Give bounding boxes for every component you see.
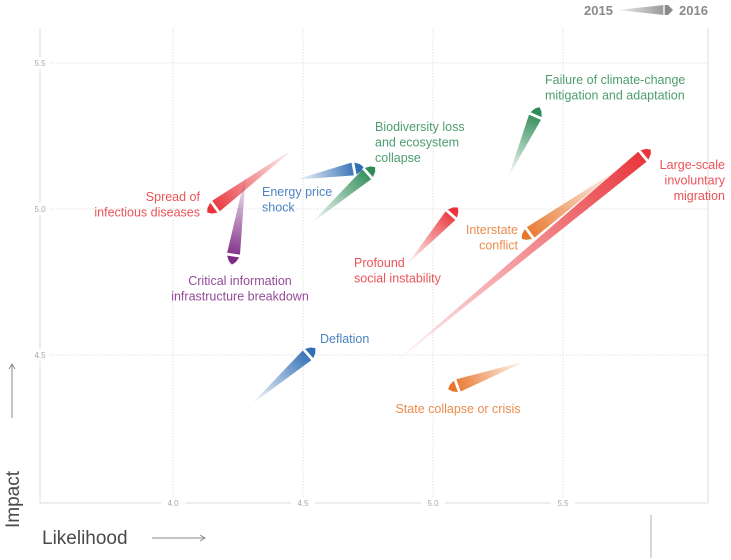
risk-label: State collapse or crisis <box>395 402 520 416</box>
legend-marker <box>664 5 673 15</box>
x-tick-label: 5.0 <box>427 499 439 508</box>
risk-label: Critical information infrastructure break… <box>171 274 309 304</box>
x-axis-arrowhead <box>199 534 206 542</box>
risk-label-line: infectious diseases <box>94 206 200 220</box>
marker-separator <box>446 209 458 220</box>
risk-label-line: Spread of <box>146 190 201 204</box>
marker-separator <box>226 253 240 258</box>
legend: 2015 2016 <box>584 3 708 18</box>
risk-marker-2016[interactable] <box>529 107 542 119</box>
risk-marker-2016[interactable] <box>639 148 651 161</box>
x-tick-label: 4.0 <box>167 499 179 508</box>
risk-label-line: State collapse or crisis <box>395 402 520 416</box>
y-tick-bg <box>32 203 48 215</box>
risk-label-line: Interstate <box>466 223 518 237</box>
risk-trail <box>295 162 354 180</box>
marker-separator <box>209 201 219 213</box>
y-tick-bg <box>32 57 48 69</box>
risk-label-line: and ecosystem <box>375 136 459 150</box>
grid <box>50 28 708 497</box>
risk-label-line: Profound <box>354 256 405 270</box>
risk-label: Profound social instability <box>354 256 442 286</box>
risk-marker-2016[interactable] <box>448 379 459 393</box>
risk-marker-2016[interactable] <box>446 207 459 219</box>
risk-label-line: conflict <box>479 239 518 253</box>
risk-marker-2016[interactable] <box>207 201 219 214</box>
risk-label-line: Large-scale <box>660 158 725 172</box>
risk-trail <box>227 173 246 255</box>
risk-marker-2016[interactable] <box>226 254 240 265</box>
x-tick-label: 4.5 <box>297 499 309 508</box>
y-tick-label: 4.5 <box>34 351 46 360</box>
marker-separator <box>363 167 374 179</box>
risk-trail <box>407 211 456 265</box>
risk-label-line: collapse <box>375 151 421 165</box>
risk-label: Biodiversity loss and ecosystem collapse <box>375 120 465 165</box>
marker-separator <box>352 162 357 176</box>
marker-separator <box>529 112 543 119</box>
risk-label-line: Failure of climate-change <box>545 73 685 87</box>
risk-label-line: mitigation and adaptation <box>545 89 685 103</box>
y-tick-bg <box>32 349 48 361</box>
risk-trail <box>386 151 647 370</box>
marker-separator <box>524 227 534 240</box>
risk-label-line: shock <box>262 201 295 215</box>
x-tick-label: 5.5 <box>557 499 569 508</box>
risk-trail <box>508 114 541 177</box>
risk-label: Energy price shock <box>262 185 332 215</box>
risk-label-line: social instability <box>354 272 442 286</box>
y-tick-label: 5.5 <box>34 59 46 68</box>
legend-trail <box>618 5 664 15</box>
risk-label-line: Biodiversity loss <box>375 120 465 134</box>
risk-label: Deflation <box>320 332 369 346</box>
axes: 4.0 4.5 5.0 5.5 4.5 5.0 5.5 Likelihood Impact <box>3 28 709 558</box>
marker-separator <box>639 149 649 161</box>
risk-label: Large-scale involuntary migration <box>660 158 726 203</box>
risk-trail <box>526 168 621 238</box>
risk-trail <box>212 147 296 212</box>
risk-trail <box>251 350 312 405</box>
legend-from-label: 2015 <box>584 3 613 18</box>
risk-label-line: Deflation <box>320 332 369 346</box>
risk-label-line: migration <box>674 189 725 203</box>
risk-trail <box>310 169 372 224</box>
risk-label: Interstate conflict <box>466 223 519 253</box>
legend-to-label: 2016 <box>679 3 708 18</box>
x-axis-title: Likelihood <box>42 528 128 549</box>
y-tick-label: 5.0 <box>34 205 46 214</box>
risk-label: Spread of infectious diseases <box>94 190 200 220</box>
risk-labels: Spread of infectious diseases Critical inf… <box>94 73 725 416</box>
risk-label-line: Critical information <box>188 274 292 288</box>
risk-marker-2016[interactable] <box>304 347 316 359</box>
risk-marker-2016[interactable] <box>364 166 376 178</box>
marker-separator <box>303 348 314 360</box>
risk-marks <box>207 107 651 405</box>
risk-trail <box>456 360 527 392</box>
risk-label-line: Energy price <box>262 185 332 199</box>
risk-label-line: involuntary <box>665 174 726 188</box>
marker-separator <box>453 379 460 393</box>
y-axis-title: Impact <box>3 470 24 528</box>
risk-label: Failure of climate-change mitigation and … <box>545 73 685 103</box>
y-axis-arrowhead <box>8 363 16 370</box>
risk-label-line: infrastructure breakdown <box>171 290 309 304</box>
risk-marker-2016[interactable] <box>521 228 533 240</box>
